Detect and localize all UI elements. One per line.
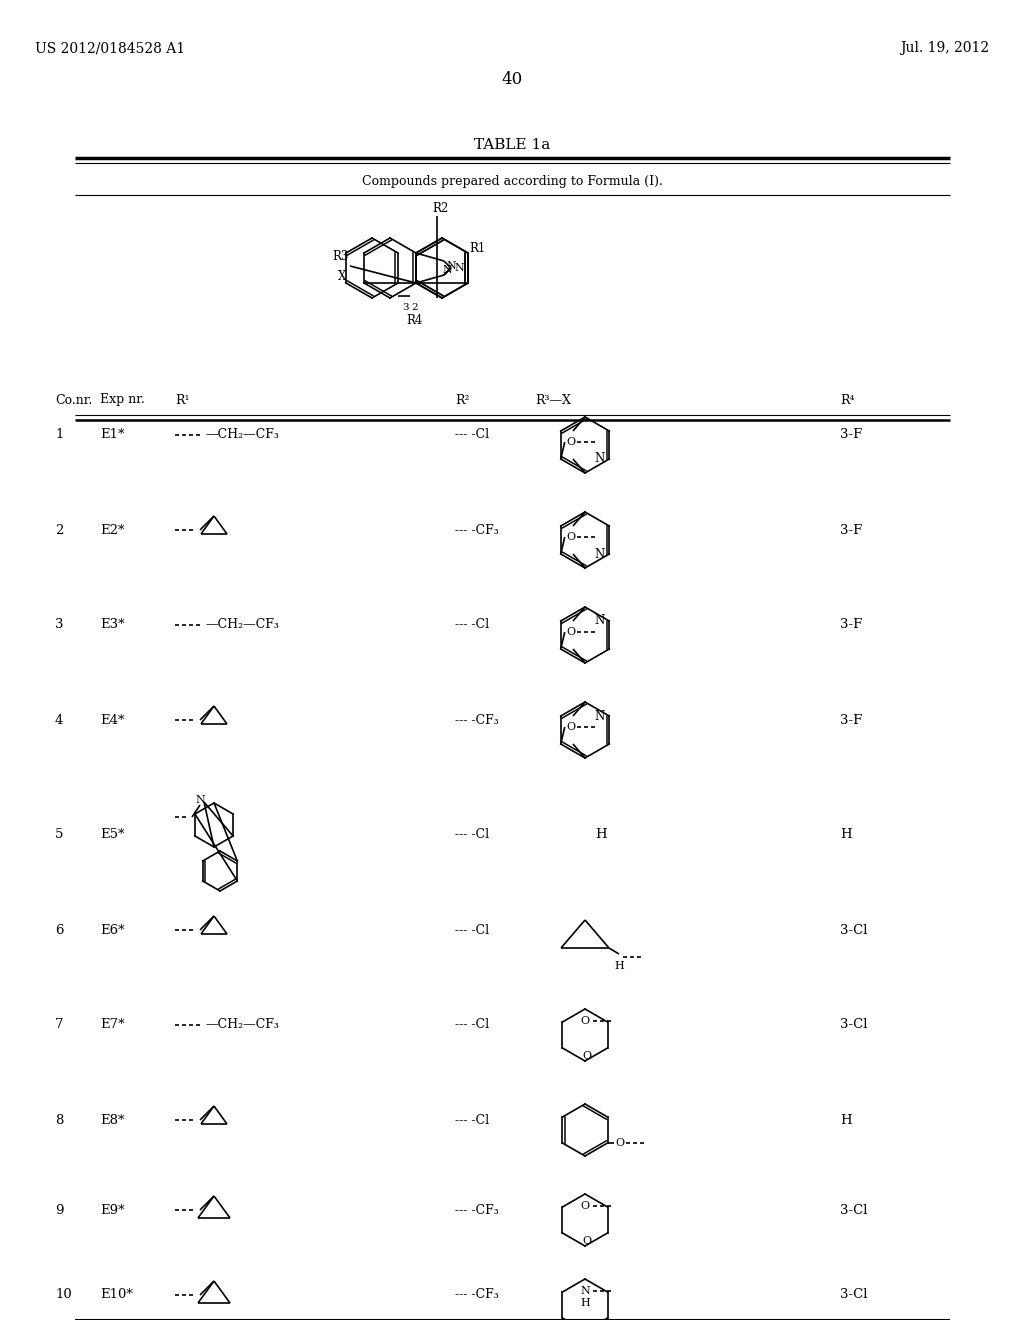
Text: O: O — [615, 1138, 625, 1148]
Text: R3: R3 — [332, 249, 348, 263]
Text: Exp nr.: Exp nr. — [100, 393, 144, 407]
Text: E8*: E8* — [100, 1114, 125, 1126]
Text: E10*: E10* — [100, 1288, 133, 1302]
Text: N: N — [594, 548, 604, 561]
Text: 3-Cl: 3-Cl — [840, 924, 867, 936]
Text: E1*: E1* — [100, 429, 125, 441]
Text: 6: 6 — [55, 924, 63, 936]
Text: O: O — [566, 627, 575, 638]
Text: 4: 4 — [55, 714, 63, 726]
Text: N: N — [454, 263, 464, 273]
Text: O: O — [566, 532, 575, 543]
Text: TABLE 1a: TABLE 1a — [474, 139, 550, 152]
Text: 3-F: 3-F — [840, 429, 862, 441]
Text: R4: R4 — [407, 314, 423, 326]
Text: --- -Cl: --- -Cl — [455, 429, 489, 441]
Text: --- -CF₃: --- -CF₃ — [455, 524, 499, 536]
Text: 3-Cl: 3-Cl — [840, 1019, 867, 1031]
Text: E7*: E7* — [100, 1019, 125, 1031]
Text: N: N — [594, 453, 604, 466]
Text: 2: 2 — [411, 304, 418, 313]
Text: 3-F: 3-F — [840, 619, 862, 631]
Text: Jul. 19, 2012: Jul. 19, 2012 — [900, 41, 989, 55]
Text: 40: 40 — [502, 71, 522, 88]
Text: 10: 10 — [55, 1288, 72, 1302]
Text: Co.nr.: Co.nr. — [55, 393, 92, 407]
Text: 1: 1 — [55, 429, 63, 441]
Text: --- -Cl: --- -Cl — [455, 924, 489, 936]
Text: 8: 8 — [55, 1114, 63, 1126]
Text: E4*: E4* — [100, 714, 125, 726]
Text: —CH₂—CF₃: —CH₂—CF₃ — [205, 429, 279, 441]
Text: --- -CF₃: --- -CF₃ — [455, 714, 499, 726]
Text: --- -Cl: --- -Cl — [455, 619, 489, 631]
Text: O: O — [581, 1016, 590, 1026]
Text: 3-Cl: 3-Cl — [840, 1288, 867, 1302]
Text: N: N — [446, 261, 456, 271]
Text: N: N — [442, 265, 452, 275]
Text: --- -CF₃: --- -CF₃ — [455, 1204, 499, 1217]
Text: 3: 3 — [55, 619, 63, 631]
Text: 3: 3 — [402, 304, 409, 313]
Text: R⁴: R⁴ — [840, 393, 854, 407]
Text: R¹: R¹ — [175, 393, 189, 407]
Text: N: N — [594, 710, 604, 722]
Text: X: X — [338, 269, 346, 282]
Text: N: N — [581, 1286, 590, 1296]
Text: E2*: E2* — [100, 524, 125, 536]
Text: --- -Cl: --- -Cl — [455, 829, 489, 842]
Text: H: H — [581, 1298, 590, 1308]
Text: O: O — [566, 722, 575, 733]
Text: Compounds prepared according to Formula (I).: Compounds prepared according to Formula … — [361, 176, 663, 189]
Text: 3-F: 3-F — [840, 524, 862, 536]
Text: N: N — [594, 615, 604, 627]
Text: 7: 7 — [55, 1019, 63, 1031]
Text: 3-Cl: 3-Cl — [840, 1204, 867, 1217]
Text: --- -Cl: --- -Cl — [455, 1114, 489, 1126]
Text: R2: R2 — [432, 202, 449, 214]
Text: 9: 9 — [55, 1204, 63, 1217]
Text: R1: R1 — [469, 242, 485, 255]
Text: O: O — [581, 1201, 590, 1210]
Text: —CH₂—CF₃: —CH₂—CF₃ — [205, 619, 279, 631]
Text: H: H — [840, 829, 852, 842]
Text: 5: 5 — [55, 829, 63, 842]
Text: O: O — [583, 1051, 592, 1061]
Text: E9*: E9* — [100, 1204, 125, 1217]
Text: N: N — [196, 795, 205, 805]
Text: --- -Cl: --- -Cl — [455, 1019, 489, 1031]
Text: R³—X: R³—X — [535, 393, 570, 407]
Text: E6*: E6* — [100, 924, 125, 936]
Text: H: H — [840, 1114, 852, 1126]
Text: O: O — [583, 1236, 592, 1246]
Text: E3*: E3* — [100, 619, 125, 631]
Text: 2: 2 — [55, 524, 63, 536]
Text: US 2012/0184528 A1: US 2012/0184528 A1 — [35, 41, 185, 55]
Text: H: H — [614, 961, 624, 972]
Text: O: O — [566, 437, 575, 447]
Text: 3-F: 3-F — [840, 714, 862, 726]
Text: --- -CF₃: --- -CF₃ — [455, 1288, 499, 1302]
Text: E5*: E5* — [100, 829, 125, 842]
Text: R²: R² — [455, 393, 469, 407]
Text: H: H — [595, 829, 606, 842]
Text: —CH₂—CF₃: —CH₂—CF₃ — [205, 1019, 279, 1031]
